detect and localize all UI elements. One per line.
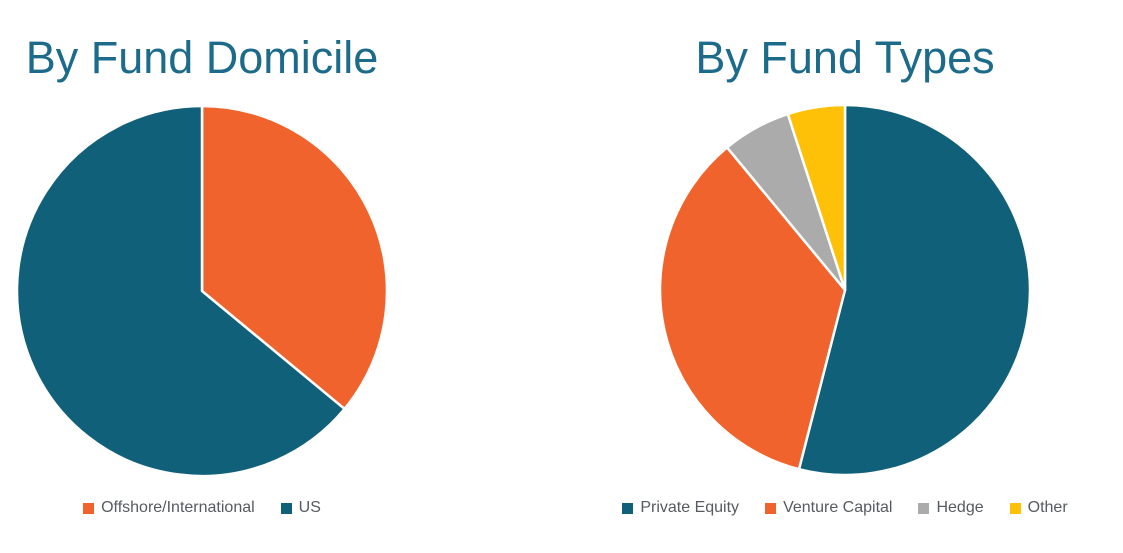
legend-label: Offshore/International <box>101 499 255 516</box>
legend-item-venture-capital: Venture Capital <box>765 499 892 517</box>
fund-domicile-title: By Fund Domicile <box>25 32 379 83</box>
legend-item-us: US <box>280 499 321 517</box>
pie-slice-private-equity <box>797 103 1032 477</box>
legend-item-hedge: Hedge <box>918 499 984 517</box>
legend-label: US <box>298 499 321 516</box>
fund-types-chart: By Fund Types Private Equity Venture Cap… <box>595 0 1095 553</box>
fund-domicile-legend: Offshore/International US <box>0 499 404 517</box>
legend-swatch-icon <box>83 502 95 514</box>
pie-slice-offshore-international <box>200 104 389 411</box>
fund-types-title: By Fund Types <box>695 32 995 83</box>
legend-swatch-icon <box>280 502 292 514</box>
pie-slice-other <box>786 103 847 292</box>
legend-item-offshore-international: Offshore/International <box>83 499 255 517</box>
fund-domicile-pie <box>15 104 389 478</box>
fund-types-legend: Private Equity Venture Capital Hedge Oth… <box>595 499 1095 517</box>
legend-label: Private Equity <box>640 499 740 516</box>
legend-swatch-icon <box>918 502 930 514</box>
legend-label: Venture Capital <box>783 499 893 516</box>
legend-swatch-icon <box>1009 502 1021 514</box>
fund-domicile-chart: By Fund Domicile Offshore/International … <box>0 0 404 553</box>
fund-types-pie <box>658 103 1032 477</box>
legend-label: Other <box>1027 499 1068 516</box>
pie-slice-us <box>15 104 346 478</box>
pie-slice-venture-capital <box>658 146 847 471</box>
legend-label: Hedge <box>936 499 984 516</box>
legend-swatch-icon <box>622 502 634 514</box>
legend-item-private-equity: Private Equity <box>622 499 739 517</box>
legend-item-other: Other <box>1009 499 1068 517</box>
legend-swatch-icon <box>765 502 777 514</box>
